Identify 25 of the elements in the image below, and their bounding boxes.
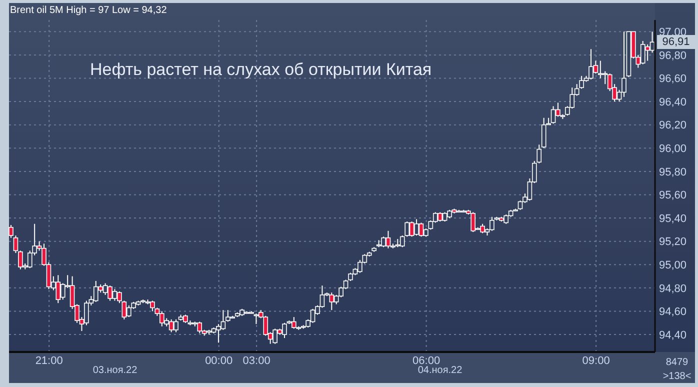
y-tick-label: 95,00 <box>659 260 687 272</box>
text: 04.ноя.22 <box>416 365 464 376</box>
text: 03.ноя.22 <box>92 365 138 376</box>
x-tick-label: 21:00 <box>35 354 63 367</box>
y-tick-label: 94,60 <box>659 306 687 318</box>
text: >138< <box>662 371 692 382</box>
y-tick-label: 95,80 <box>659 166 687 178</box>
annotation: 96,91 <box>657 35 695 50</box>
y-tick-label: 96,40 <box>659 96 687 108</box>
x-tick-label: 03:00 <box>242 354 270 367</box>
y-tick-label: 94,80 <box>659 282 687 295</box>
y-tick-label: 95,60 <box>659 190 687 202</box>
text: Нефть растет на слухах об открытии Китая <box>90 60 432 80</box>
y-tick-label: 96,60 <box>659 73 687 86</box>
y-tick-label: 95,20 <box>659 236 687 248</box>
y-tick-label: 94,40 <box>659 329 687 342</box>
x-tick-label: 06:00 <box>412 354 440 367</box>
chart-subtitle: Brent oil 5M High = 97 Low = 94,32 <box>10 5 167 16</box>
x-tick-label: 09:00 <box>582 354 610 367</box>
y-tick-label: 96,00 <box>659 143 687 156</box>
y-tick-label: 95,40 <box>659 212 687 225</box>
y-tick-label: 96,80 <box>659 50 687 62</box>
y-tick-label: 96,20 <box>659 120 687 132</box>
text: 8479 <box>664 357 690 368</box>
x-tick-label: 00:00 <box>205 354 233 367</box>
